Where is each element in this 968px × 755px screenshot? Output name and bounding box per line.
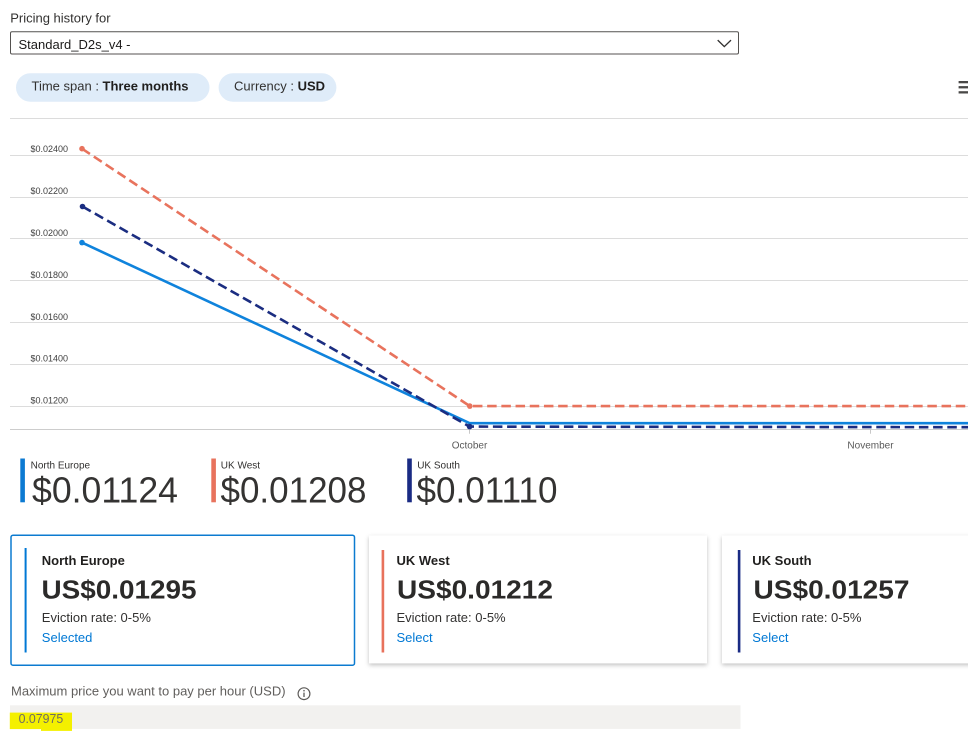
svg-text:$0.01208: $0.01208 xyxy=(221,470,367,511)
svg-text:Eviction rate: 0-5%: Eviction rate: 0-5% xyxy=(752,610,862,625)
svg-text:Select: Select xyxy=(397,630,434,645)
svg-text:US$0.01212: US$0.01212 xyxy=(397,577,553,605)
svg-text:Eviction rate: 0-5%: Eviction rate: 0-5% xyxy=(397,610,507,625)
svg-text:$0.01200: $0.01200 xyxy=(30,396,68,406)
svg-text:Maximum price you want to pay: Maximum price you want to pay per hour (… xyxy=(11,684,286,699)
svg-text:Pricing history for: Pricing history for xyxy=(10,10,111,25)
svg-text:US$0.01257: US$0.01257 xyxy=(754,577,910,605)
svg-text:Select: Select xyxy=(752,630,789,645)
svg-text:US$0.01295: US$0.01295 xyxy=(42,577,197,605)
svg-text:$0.01800: $0.01800 xyxy=(30,270,68,280)
svg-text:$0.01400: $0.01400 xyxy=(30,354,68,364)
svg-text:$0.01110: $0.01110 xyxy=(417,470,558,511)
svg-text:Selected: Selected xyxy=(42,630,93,645)
svg-text:October: October xyxy=(452,441,488,452)
svg-text:Eviction rate: 0-5%: Eviction rate: 0-5% xyxy=(42,610,152,625)
svg-text:North Europe: North Europe xyxy=(42,553,125,568)
svg-text:Standard_D2s_v4 -: Standard_D2s_v4 - xyxy=(19,37,131,52)
svg-text:$0.01124: $0.01124 xyxy=(32,470,178,511)
svg-text:$0.01600: $0.01600 xyxy=(30,312,68,322)
svg-text:Time span : Three months: Time span : Three months xyxy=(32,78,189,93)
svg-text:$0.02400: $0.02400 xyxy=(30,144,68,154)
svg-text:$0.02000: $0.02000 xyxy=(30,228,68,238)
svg-text:UK South: UK South xyxy=(417,461,460,472)
svg-text:Currency : USD: Currency : USD xyxy=(234,78,325,93)
svg-text:$0.02200: $0.02200 xyxy=(30,186,68,196)
svg-text:UK South: UK South xyxy=(752,553,811,568)
svg-text:0.07975: 0.07975 xyxy=(19,711,64,726)
svg-text:UK West: UK West xyxy=(397,553,451,568)
svg-text:November: November xyxy=(847,441,894,452)
svg-text:UK West: UK West xyxy=(221,461,260,472)
svg-text:North Europe: North Europe xyxy=(31,461,91,472)
